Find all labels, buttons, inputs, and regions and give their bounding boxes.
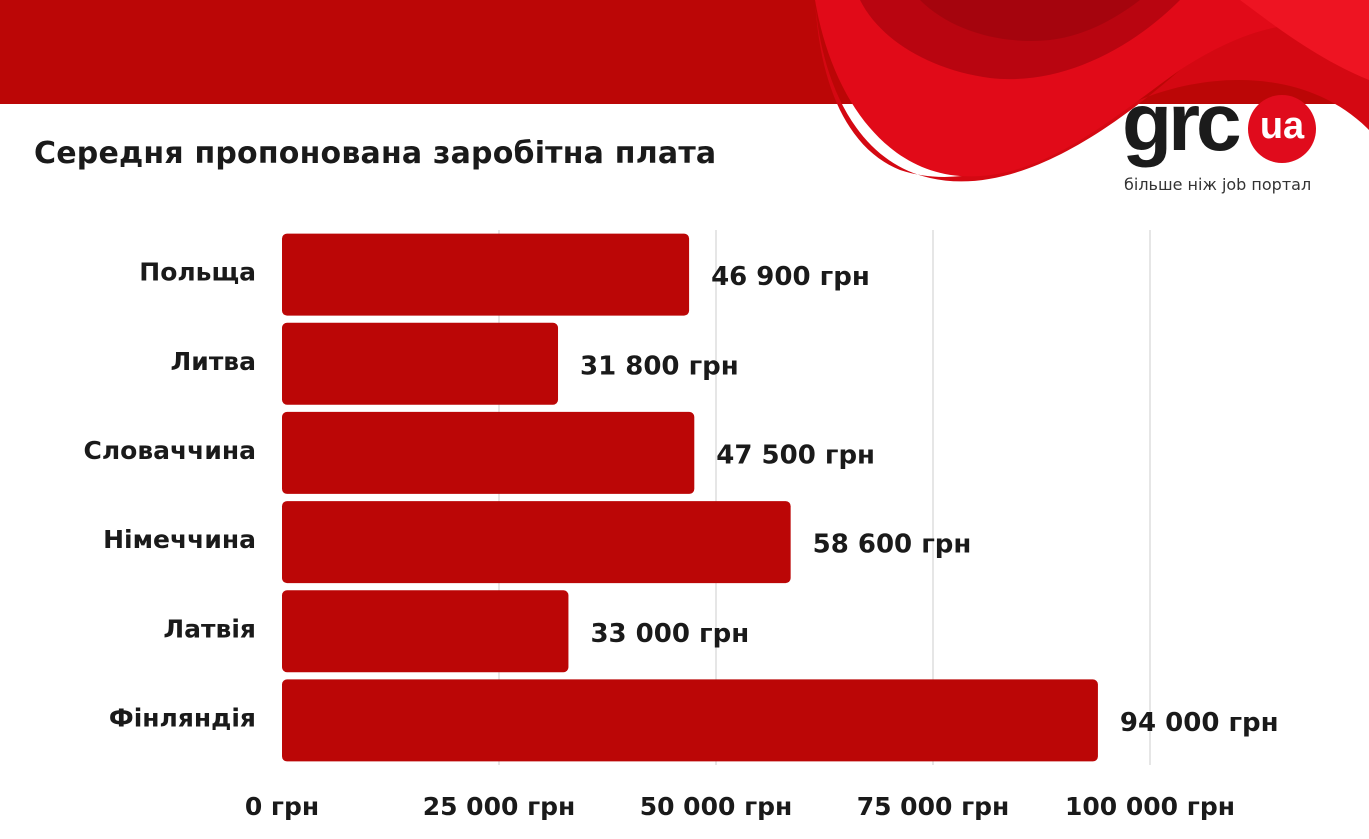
tick-label-0: 0 грн	[245, 792, 319, 821]
bar-2	[282, 411, 695, 494]
value-label-1: 31 800 грн	[580, 351, 739, 381]
value-label-4: 33 000 грн	[590, 619, 749, 649]
category-label-1: Литва	[171, 347, 256, 376]
bar-3	[282, 501, 791, 584]
value-label-5: 94 000 грн	[1120, 708, 1279, 738]
tick-labels: 0 грн 25 000 грн 50 000 грн 75 000 грн 100 0…	[245, 792, 1235, 821]
value-label-3: 58 600 грн	[813, 530, 972, 560]
category-label-5: Фінляндія	[109, 703, 256, 732]
bar-5	[282, 679, 1098, 762]
tick-label-1: 25 000 грн	[423, 792, 576, 821]
value-label-0: 46 900 грн	[711, 262, 870, 292]
category-label-4: Латвія	[163, 614, 256, 643]
category-labels: Польща Литва Словаччина Німеччина Латвія Фінл…	[83, 258, 256, 733]
value-labels: 46 900 грн 31 800 грн 47 500 грн 58 600 грн…	[580, 262, 1279, 738]
logo-badge: ua	[1248, 95, 1316, 163]
grc-logo: grc ua більше ніж job портал	[1118, 82, 1328, 198]
category-label-2: Словаччина	[83, 436, 256, 465]
value-label-2: 47 500 грн	[716, 440, 875, 470]
bars	[282, 233, 1098, 762]
decorative-swoosh	[815, 0, 1369, 182]
bar-4	[282, 590, 569, 673]
tick-label-2: 50 000 грн	[640, 792, 793, 821]
tick-label-3: 75 000 грн	[857, 792, 1010, 821]
grid-lines	[498, 230, 1151, 765]
bar-0	[282, 233, 690, 316]
tick-label-4: 100 000 грн	[1065, 792, 1235, 821]
category-label-0: Польща	[139, 258, 256, 287]
logo-tagline: більше ніж job портал	[1124, 175, 1312, 194]
bar-1	[282, 322, 559, 405]
category-label-3: Німеччина	[103, 525, 256, 554]
chart-title: Середня пропонована заробітна плата	[34, 136, 717, 171]
logo-wordmark: grc	[1122, 77, 1242, 168]
